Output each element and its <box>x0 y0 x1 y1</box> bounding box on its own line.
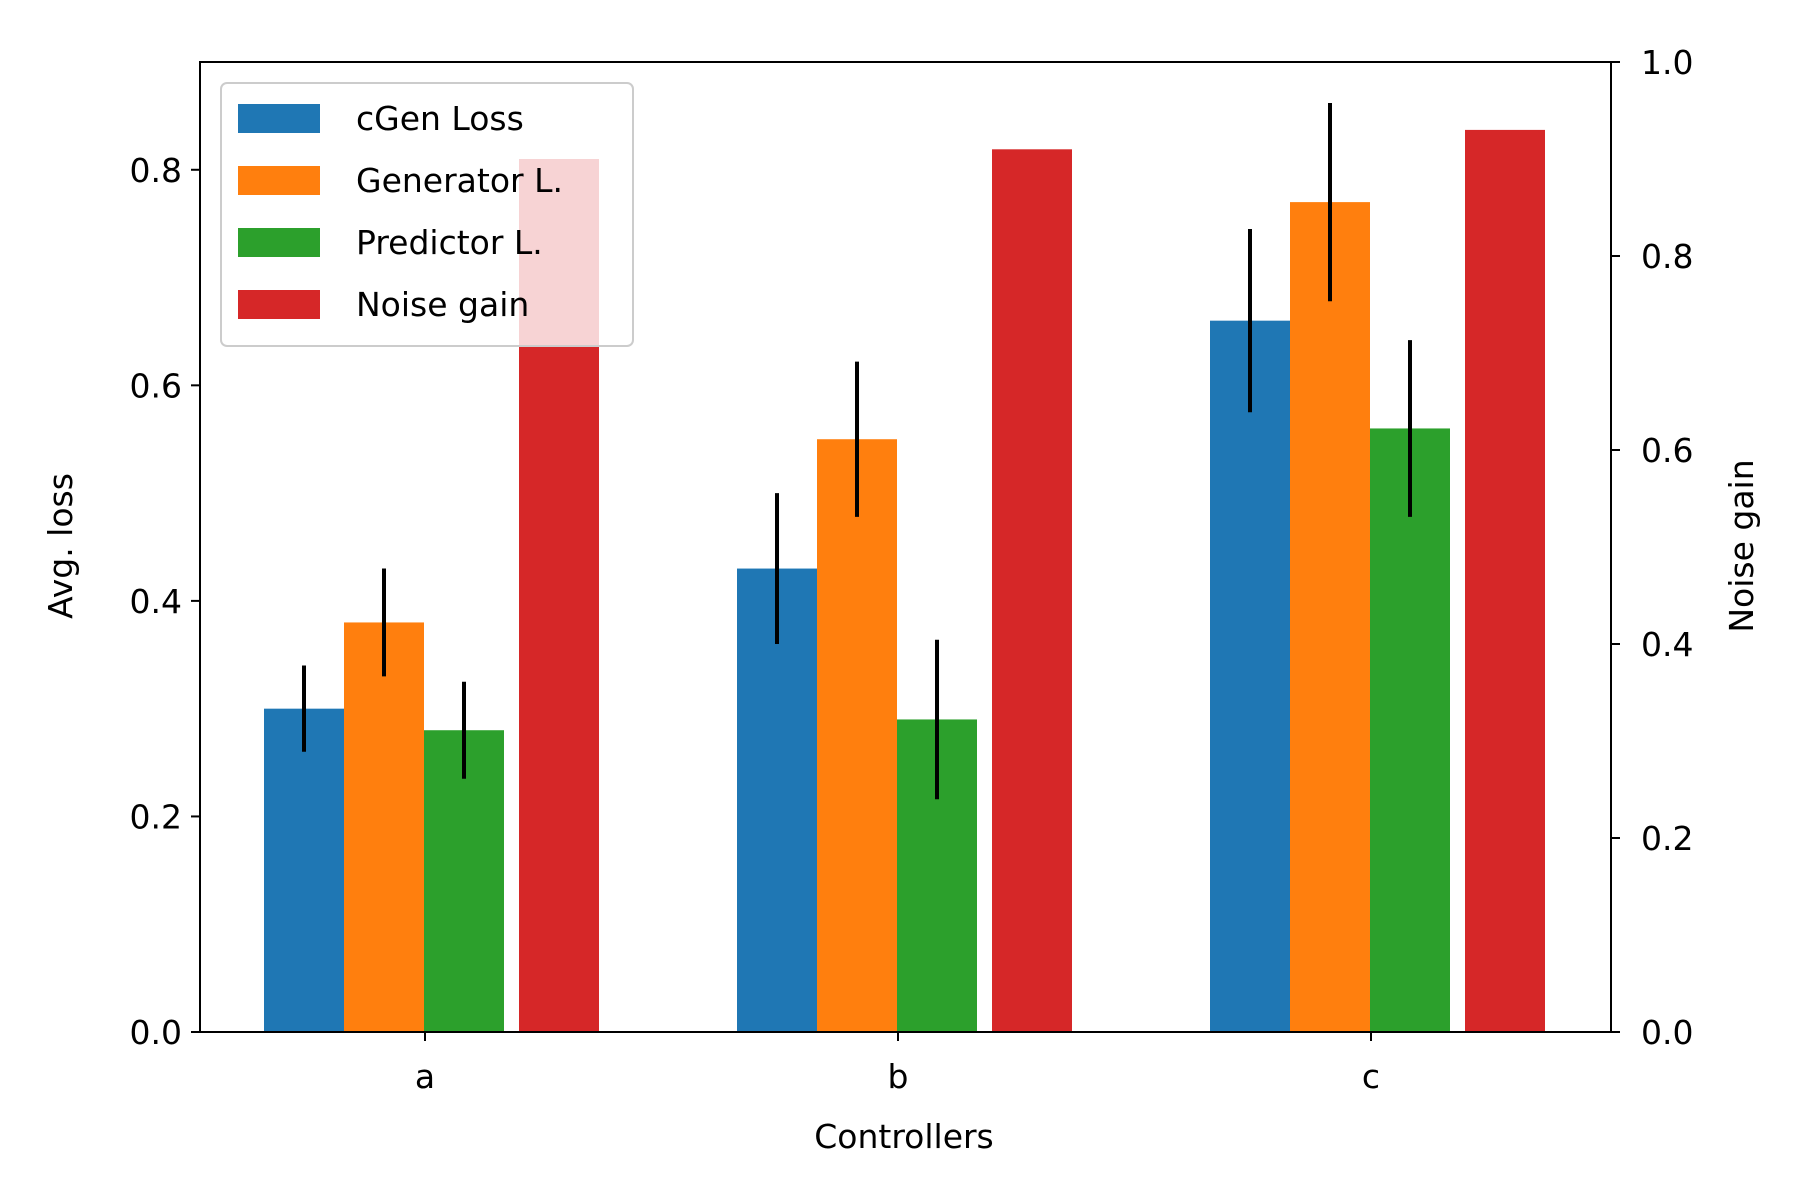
x-axis-label: Controllers <box>814 1117 994 1156</box>
y2-axis-label: Noise gain <box>1722 459 1761 632</box>
y2-tick-label: 0.6 <box>1641 431 1693 470</box>
error-bars-layer <box>302 102 1412 800</box>
x-tick-label-b: b <box>888 1057 909 1096</box>
y-tick-label: 0.6 <box>130 366 182 405</box>
legend-swatch-0 <box>238 104 320 133</box>
bar-cgen-loss-c <box>1210 320 1290 1033</box>
bar-predictor-l-c <box>1370 428 1450 1032</box>
x-tick-label-c: c <box>1362 1057 1380 1096</box>
bar-cgen-loss-b <box>737 568 817 1032</box>
bar-generator-l-c <box>1290 202 1370 1033</box>
legend-swatch-1 <box>238 166 320 195</box>
y-tick-label: 0.2 <box>130 797 182 836</box>
y-axis-label: Avg. loss <box>41 473 80 619</box>
legend: cGen Loss Generator L. Predictor L. Noise g… <box>220 82 634 347</box>
bar-predictor-l-a <box>424 730 504 1032</box>
bar-noise-gain-c <box>1465 129 1545 1032</box>
y-tick-label: 0.0 <box>130 1013 182 1052</box>
y2-tick-label: 0.4 <box>1641 625 1693 664</box>
legend-label-3: Noise gain <box>356 285 529 324</box>
legend-label-1: Generator L. <box>356 161 563 200</box>
y-tick-label: 0.8 <box>130 151 182 190</box>
y2-tick-label: 1.0 <box>1641 43 1693 82</box>
legend-swatch-3 <box>238 290 320 319</box>
legend-label-2: Predictor L. <box>356 223 543 262</box>
bar-cgen-loss-a <box>264 708 344 1032</box>
legend-label-0: cGen Loss <box>356 99 524 138</box>
axes-layer: 0.0 0.2 0.4 0.6 0.8 0.0 0.2 0.4 0.6 0.8 1.0 a b c <box>130 43 1694 1096</box>
bar-generator-l-b <box>817 439 897 1032</box>
y-tick-label: 0.4 <box>130 582 182 621</box>
y2-tick-label: 0.8 <box>1641 237 1693 276</box>
plot-frame <box>199 61 1612 1033</box>
y2-tick-label: 0.2 <box>1641 819 1693 858</box>
bars-layer <box>264 129 1545 1033</box>
bar-generator-l-a <box>344 622 424 1032</box>
legend-swatch-2 <box>238 228 320 257</box>
y2-tick-label: 0.0 <box>1641 1013 1693 1052</box>
bar-noise-gain-b <box>992 149 1072 1033</box>
legend-box <box>220 82 634 347</box>
x-tick-label-a: a <box>415 1057 435 1096</box>
